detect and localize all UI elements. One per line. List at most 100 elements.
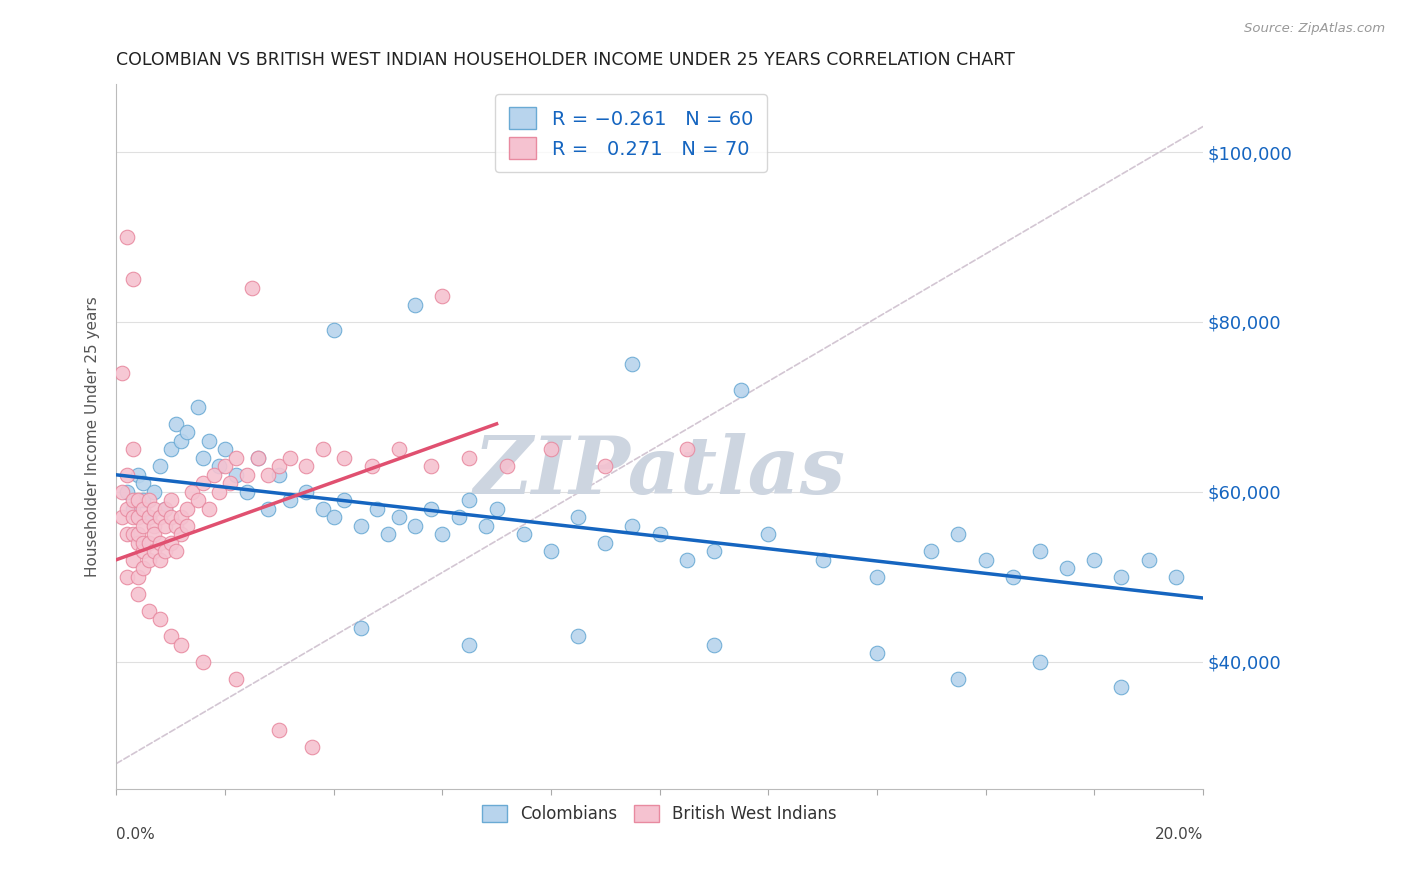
Point [127,493,149,508]
Point [322,323,344,337]
Point [193,655,215,669]
Point [703,544,725,558]
Point [132,561,155,575]
Point [214,442,236,457]
Point [143,527,166,541]
Point [138,553,160,567]
Point [132,501,155,516]
Point [295,459,318,474]
Point [377,527,399,541]
Point [474,518,496,533]
Point [432,289,454,303]
Point [235,484,257,499]
Point [115,484,138,499]
Point [225,450,247,465]
Point [1111,680,1133,694]
Point [127,535,149,549]
Point [496,459,519,474]
Point [149,553,172,567]
Point [240,281,263,295]
Point [170,527,193,541]
Text: ZIPatlas: ZIPatlas [474,434,845,510]
Point [246,450,269,465]
Point [269,459,291,474]
Point [295,484,318,499]
Point [138,510,160,524]
Point [333,450,356,465]
Point [866,646,889,660]
Point [648,527,671,541]
Point [458,450,481,465]
Point [278,450,301,465]
Point [246,450,269,465]
Point [176,501,198,516]
Point [301,739,323,754]
Point [165,417,187,431]
Point [138,510,160,524]
Point [138,535,160,549]
Point [257,501,280,516]
Point [866,570,889,584]
Point [149,510,172,524]
Point [208,459,231,474]
Point [153,518,176,533]
Point [350,621,373,635]
Point [920,544,942,558]
Point [193,450,215,465]
Point [278,493,301,508]
Point [170,510,193,524]
Point [115,467,138,482]
Point [197,501,219,516]
Point [756,527,779,541]
Text: Source: ZipAtlas.com: Source: ZipAtlas.com [1244,22,1385,36]
Point [193,476,215,491]
Text: 20.0%: 20.0% [1154,827,1204,842]
Point [202,467,225,482]
Point [111,484,134,499]
Point [121,501,143,516]
Point [187,400,209,414]
Point [225,467,247,482]
Point [165,518,187,533]
Point [115,570,138,584]
Point [312,442,335,457]
Point [143,501,166,516]
Point [225,672,247,686]
Point [132,493,155,508]
Point [138,604,160,618]
Point [115,501,138,516]
Point [322,510,344,524]
Point [214,459,236,474]
Point [388,442,411,457]
Point [149,459,172,474]
Y-axis label: Householder Income Under 25 years: Householder Income Under 25 years [86,296,100,577]
Point [159,442,181,457]
Point [257,467,280,482]
Point [1029,655,1052,669]
Point [540,442,562,457]
Point [219,476,242,491]
Point [197,434,219,448]
Point [138,493,160,508]
Point [176,425,198,440]
Point [149,612,172,626]
Point [127,527,149,541]
Point [127,570,149,584]
Point [593,459,616,474]
Point [675,553,697,567]
Point [432,527,454,541]
Point [132,544,155,558]
Point [132,535,155,549]
Point [153,501,176,516]
Point [703,638,725,652]
Point [208,484,231,499]
Point [269,723,291,737]
Point [420,501,443,516]
Point [675,442,697,457]
Point [159,510,181,524]
Point [121,493,143,508]
Point [170,434,193,448]
Point [159,493,181,508]
Point [132,476,155,491]
Point [121,553,143,567]
